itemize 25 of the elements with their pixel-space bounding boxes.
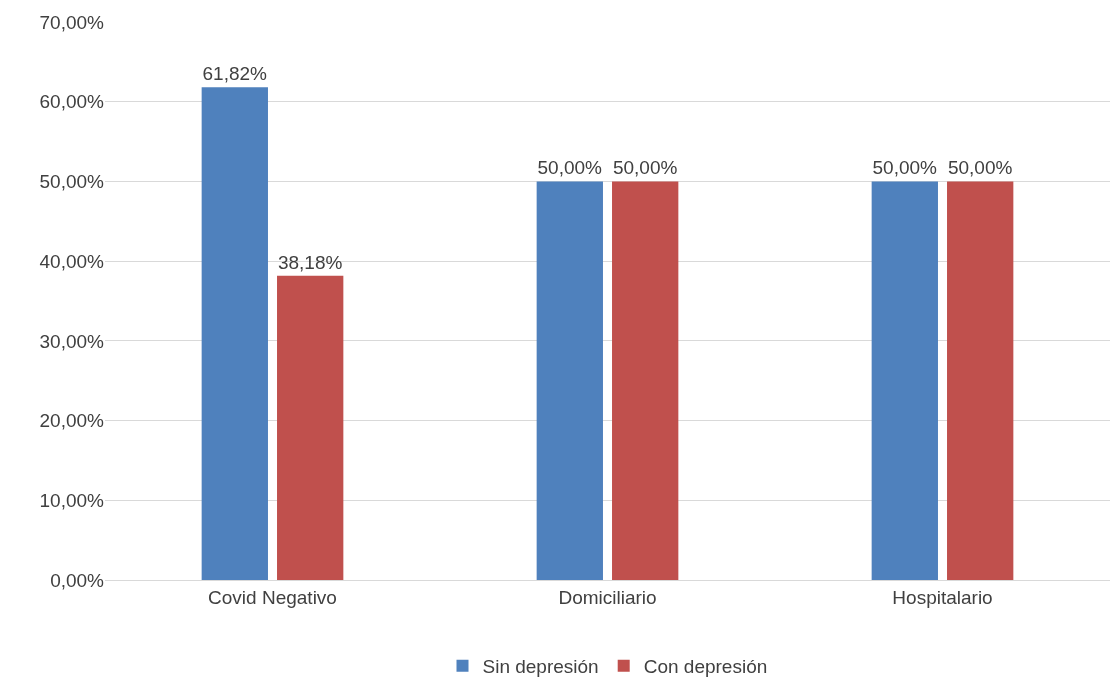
data-label: 38,18% [277, 251, 343, 273]
bar [612, 181, 679, 580]
legend-label: Sin depresión [482, 656, 599, 678]
legend-label: Con depresión [643, 656, 768, 678]
y-tick-label: 50,00% [39, 171, 105, 193]
y-tick-label: 20,00% [39, 410, 105, 432]
y-tick-label: 10,00% [39, 489, 105, 511]
data-label: 50,00% [947, 157, 1013, 179]
y-tick-label: 60,00% [39, 91, 105, 113]
data-label: 50,00% [537, 157, 603, 179]
bar [947, 181, 1014, 580]
bar [277, 275, 344, 580]
x-tick-label: Covid Negativo [208, 586, 337, 608]
y-tick-label: 70,00% [39, 11, 105, 33]
data-label: 50,00% [612, 157, 678, 179]
x-tick-label: Domiciliario [558, 586, 657, 608]
data-label: 50,00% [872, 157, 938, 179]
x-tick-label: Hospitalario [892, 586, 993, 608]
bar [871, 181, 938, 580]
y-tick-label: 30,00% [39, 330, 105, 352]
bar [201, 87, 268, 580]
y-tick-label: 0,00% [50, 569, 105, 591]
data-label: 61,82% [202, 63, 268, 85]
y-tick-label: 40,00% [39, 250, 105, 272]
bar [536, 181, 603, 580]
